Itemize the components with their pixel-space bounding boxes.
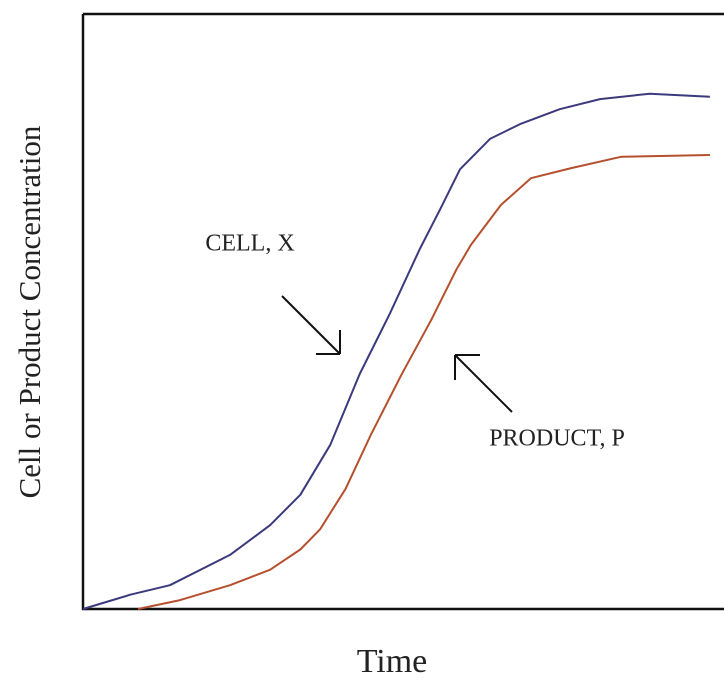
x-axis-label: Time — [357, 643, 428, 680]
data-line — [137, 154, 710, 610]
data-line — [82, 92, 710, 610]
y-axis-label: Cell or Product Concentration — [12, 125, 47, 498]
annotation: CELL, X — [205, 231, 294, 257]
annotation-arrows — [281, 295, 513, 413]
annotation: PRODUCT, P — [489, 426, 625, 452]
plot-frame — [81, 12, 724, 611]
